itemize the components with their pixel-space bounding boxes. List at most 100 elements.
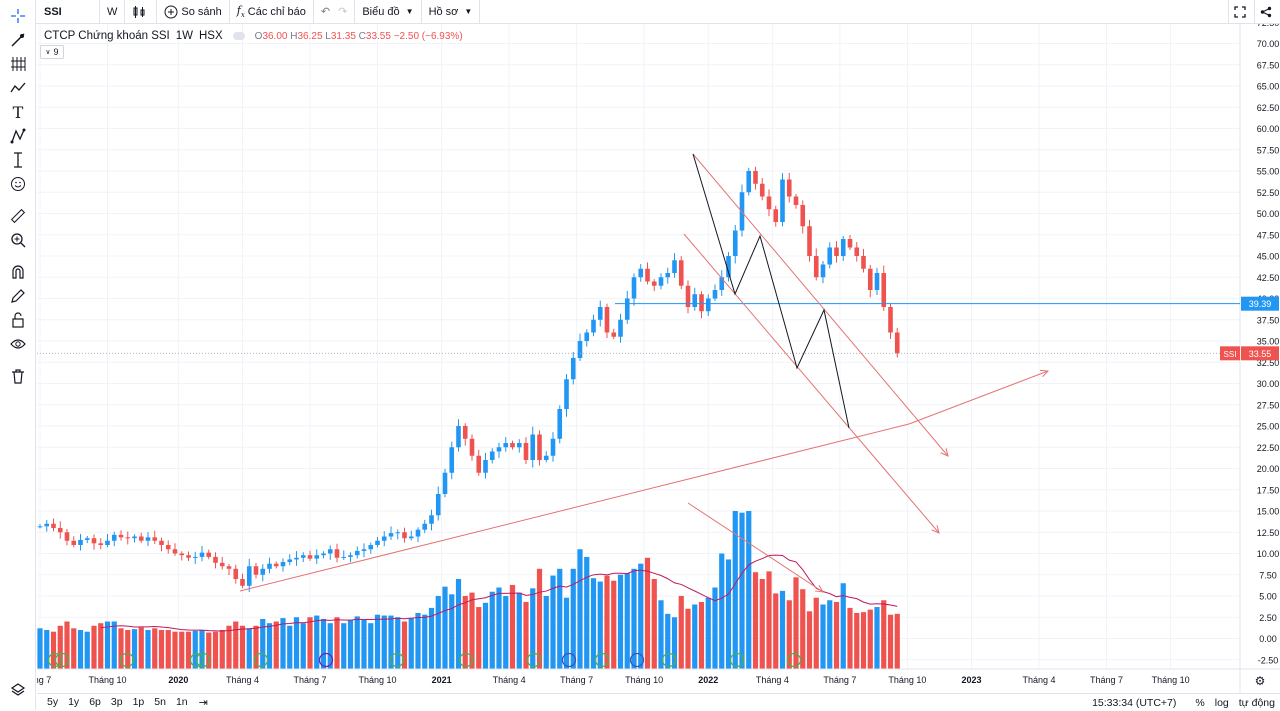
- trendline-tool[interactable]: [8, 30, 28, 50]
- indicators-button[interactable]: fx Các chỉ báo: [230, 0, 314, 24]
- candle: [665, 267, 671, 284]
- x-tick-label: 2021: [432, 675, 452, 685]
- volume-bar: [111, 621, 117, 669]
- candle: [645, 262, 650, 285]
- candle: [496, 442, 502, 458]
- volume-bar: [584, 556, 590, 669]
- candle: [604, 303, 610, 338]
- symbol-label: SSI: [44, 5, 62, 18]
- percent-toggle[interactable]: %: [1195, 696, 1205, 709]
- candle-body: [91, 538, 97, 544]
- log-toggle[interactable]: log: [1214, 696, 1229, 709]
- trash-icon: [12, 369, 24, 384]
- range-button-1y[interactable]: 1y: [68, 696, 80, 708]
- candle: [793, 193, 799, 209]
- range-button-5y[interactable]: 5y: [47, 696, 59, 708]
- ruler-tool[interactable]: [8, 206, 28, 226]
- chart-type-menu[interactable]: Biểu đồ ▼: [355, 0, 422, 24]
- candle-body: [327, 549, 333, 554]
- y-tick-label: 37.50: [1257, 315, 1280, 325]
- candle: [523, 437, 529, 464]
- volume-bar: [543, 596, 549, 669]
- volume-bar: [64, 621, 70, 669]
- compare-button[interactable]: So sánh: [157, 0, 230, 24]
- symbol-search[interactable]: SSI: [0, 0, 100, 24]
- volume-bar: [152, 628, 158, 669]
- auto-toggle[interactable]: tự động: [1238, 696, 1275, 709]
- candle: [807, 219, 812, 262]
- candle: [213, 552, 218, 569]
- share-button[interactable]: [1254, 0, 1280, 24]
- layers-icon: [10, 683, 26, 696]
- candle: [746, 167, 752, 196]
- fib-tool[interactable]: [8, 54, 28, 74]
- y-tick-label: 60.00: [1257, 124, 1280, 134]
- pattern-tool[interactable]: [8, 78, 28, 98]
- emoji-tool[interactable]: [8, 174, 28, 194]
- top-toolbar: SSI W So sánh fx Các chỉ báo ↶ ↷ Biểu đồ…: [0, 0, 1280, 24]
- candle: [543, 451, 549, 463]
- volume-down-arrow: [687, 502, 824, 593]
- candle-body: [827, 247, 833, 265]
- crosshair-tool[interactable]: [8, 6, 28, 26]
- candle: [719, 270, 725, 296]
- delete-tool[interactable]: [8, 366, 28, 386]
- candle-body: [570, 358, 576, 380]
- candle: [294, 551, 299, 566]
- y-tick-label: 12.50: [1257, 528, 1280, 538]
- smiley-icon: [11, 177, 25, 191]
- volume-bar: [523, 601, 529, 669]
- volume-bar: [455, 579, 462, 669]
- candle: [827, 242, 833, 269]
- candle-body: [354, 550, 360, 556]
- candle-body: [638, 268, 644, 278]
- event-marker: [729, 652, 745, 668]
- candle: [260, 564, 266, 582]
- volume-bar: [408, 618, 414, 669]
- candle-body: [840, 239, 846, 256]
- magnet-tool[interactable]: [8, 262, 28, 282]
- range-button-6p[interactable]: 6p: [89, 696, 101, 708]
- lock-tool[interactable]: [8, 310, 28, 330]
- x-tick-label: Tháng 10: [888, 675, 926, 685]
- stay-drawing-tool[interactable]: [8, 286, 28, 306]
- change-value: −2.50 (−6.93%): [393, 30, 463, 42]
- object-tree-tool[interactable]: [8, 680, 28, 700]
- event-marker: [195, 652, 211, 668]
- volume-bar: [840, 583, 846, 669]
- undo-icon[interactable]: ↶: [320, 6, 331, 18]
- forecast-tool[interactable]: [8, 126, 28, 146]
- candle-body: [780, 179, 785, 222]
- volume-bar: [813, 597, 819, 669]
- fullscreen-button[interactable]: [1228, 0, 1254, 24]
- visibility-tool[interactable]: [8, 334, 28, 354]
- x-tick-label: Tháng 10: [1152, 675, 1190, 685]
- measure-tool[interactable]: [8, 150, 28, 170]
- range-button-1n[interactable]: 1n: [175, 696, 188, 708]
- redo-icon[interactable]: ↷: [338, 6, 348, 18]
- candle-body: [105, 540, 110, 545]
- y-tick-label: 47.50: [1257, 230, 1280, 240]
- volume-bar: [422, 614, 428, 669]
- profile-menu[interactable]: Hồ sơ ▼: [422, 0, 481, 24]
- candle: [280, 558, 286, 572]
- range-button-5n[interactable]: 5n: [154, 696, 166, 708]
- range-button-3p[interactable]: 3p: [110, 696, 123, 708]
- candle-body: [456, 426, 461, 448]
- settings-gear-icon[interactable]: ⚙: [1255, 674, 1266, 688]
- chart-legend: CTCP Chứng khoán SSI 1W HSX O36.00 H36.2…: [44, 30, 463, 42]
- zoom-tool[interactable]: [8, 230, 28, 250]
- interval-button[interactable]: W: [100, 0, 126, 24]
- text-tool[interactable]: T: [8, 102, 28, 122]
- candle: [429, 509, 434, 531]
- candle: [584, 329, 590, 347]
- candle-body: [759, 183, 765, 197]
- candle-body: [550, 438, 556, 456]
- goto-date-icon[interactable]: ⇥: [198, 696, 208, 709]
- chart-style-button[interactable]: [125, 0, 158, 24]
- price-chart[interactable]: 72.50 70.00 67.50 65.00 62.50 60.00 57.50 55.00…: [37, 24, 1280, 693]
- range-button-1p[interactable]: 1p: [132, 696, 145, 708]
- legend-collapse-button[interactable]: ∨ 9: [40, 45, 64, 59]
- candle-body: [233, 568, 239, 579]
- volume-bar: [881, 600, 887, 669]
